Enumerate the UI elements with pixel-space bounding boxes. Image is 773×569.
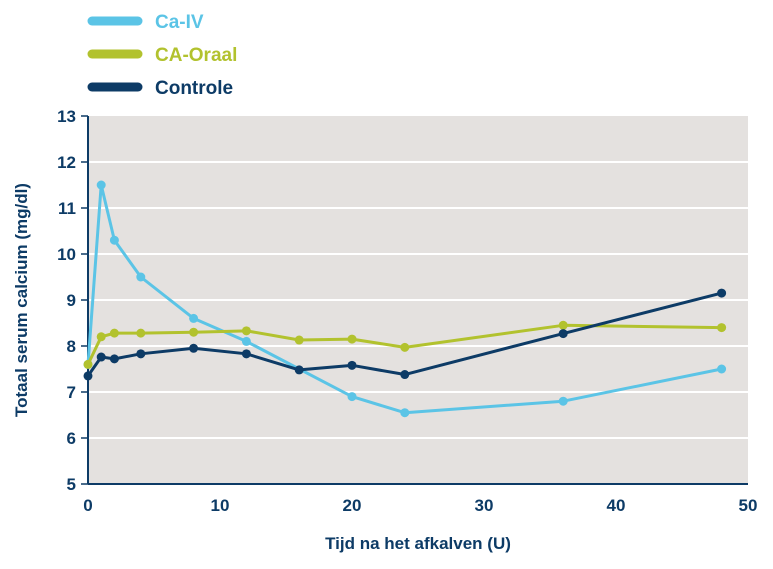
x-tick-label: 50 bbox=[739, 496, 758, 515]
y-tick-label: 6 bbox=[67, 429, 76, 448]
data-point bbox=[294, 335, 304, 345]
data-point bbox=[400, 408, 410, 418]
data-point bbox=[109, 235, 119, 245]
data-point bbox=[96, 352, 106, 362]
data-point bbox=[400, 342, 410, 352]
data-point bbox=[347, 334, 357, 344]
x-tick-label: 0 bbox=[83, 496, 92, 515]
legend-label: Controle bbox=[155, 78, 233, 99]
y-tick-label: 7 bbox=[67, 383, 76, 402]
legend-label: CA-Oraal bbox=[155, 45, 237, 66]
y-tick-label: 5 bbox=[67, 475, 76, 494]
data-point bbox=[189, 313, 199, 323]
data-point bbox=[558, 320, 568, 330]
data-point bbox=[83, 371, 93, 381]
data-point bbox=[96, 332, 106, 342]
x-tick-label: 30 bbox=[475, 496, 494, 515]
data-point bbox=[136, 349, 146, 359]
series-line bbox=[86, 183, 722, 415]
data-point bbox=[347, 360, 357, 370]
data-point bbox=[347, 392, 357, 402]
data-point bbox=[717, 364, 727, 374]
y-tick-label: 11 bbox=[58, 199, 76, 218]
x-tick-label: 10 bbox=[211, 496, 230, 515]
series-ca-oraal bbox=[83, 320, 727, 369]
data-point bbox=[83, 359, 93, 369]
data-point bbox=[400, 370, 410, 380]
x-tick-label: 20 bbox=[343, 496, 362, 515]
y-tick-label: 13 bbox=[57, 107, 76, 126]
x-axis-label: Tijd na het afkalven (U) bbox=[325, 534, 511, 553]
data-point bbox=[241, 349, 251, 359]
data-point bbox=[96, 180, 106, 190]
y-tick-label: 12 bbox=[57, 153, 76, 172]
data-point bbox=[241, 336, 251, 346]
data-point bbox=[136, 272, 146, 282]
data-point bbox=[189, 343, 199, 353]
data-point bbox=[717, 288, 727, 298]
data-point bbox=[241, 326, 251, 336]
y-axis-label: Totaal serum calcium (mg/dl) bbox=[12, 183, 31, 417]
data-point bbox=[109, 328, 119, 338]
y-tick-label: 8 bbox=[67, 337, 76, 356]
data-point bbox=[189, 327, 199, 337]
y-tick-label: 9 bbox=[67, 291, 76, 310]
data-point bbox=[558, 396, 568, 406]
data-point bbox=[109, 354, 119, 364]
x-tick-label: 40 bbox=[607, 496, 626, 515]
data-point bbox=[136, 328, 146, 338]
y-tick-label: 10 bbox=[57, 245, 76, 264]
data-point bbox=[558, 329, 568, 339]
series-controle bbox=[83, 288, 727, 381]
legend-label: Ca-IV bbox=[155, 12, 204, 33]
data-point bbox=[294, 365, 304, 375]
data-point bbox=[717, 323, 727, 333]
